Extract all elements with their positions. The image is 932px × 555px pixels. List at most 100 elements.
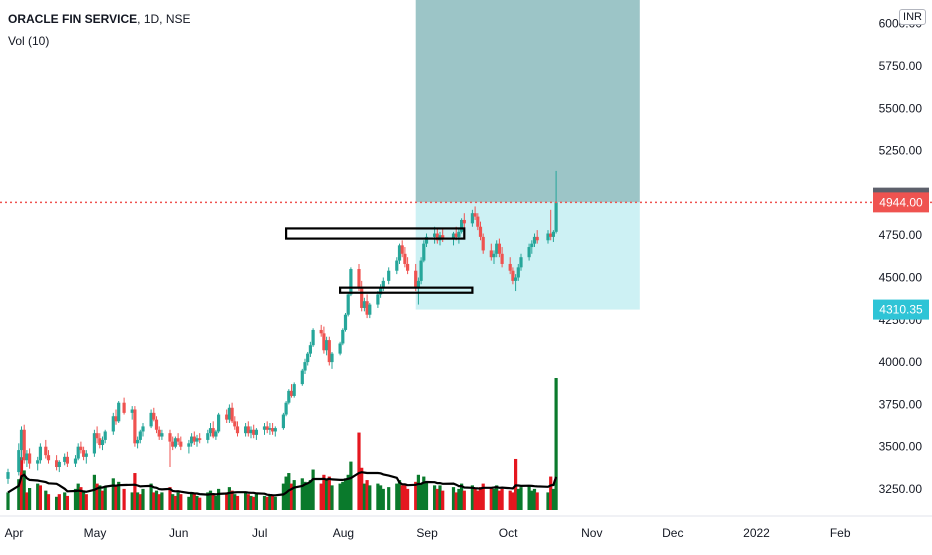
y-tick-label: 3500.00 [879, 440, 923, 454]
candle-body [103, 431, 107, 440]
volume-bar [63, 492, 67, 510]
candle-body [114, 416, 118, 422]
candle-body [44, 446, 48, 456]
volume-bar [111, 478, 115, 510]
candle-body [495, 243, 499, 254]
volume-bar [532, 488, 537, 510]
candle-body [244, 426, 248, 434]
candle-body [284, 402, 288, 415]
candle-body [492, 253, 496, 258]
candle-body [325, 340, 329, 351]
candle-body [211, 428, 215, 437]
candle-body [36, 460, 40, 464]
candle-body [306, 353, 310, 363]
candle-body [252, 429, 256, 435]
candle-body [160, 433, 164, 437]
candle-body [230, 407, 234, 422]
volume-bar [303, 481, 307, 510]
candle-body [400, 245, 404, 254]
candle-body [117, 402, 121, 422]
volume-bar [138, 494, 142, 510]
symbol-name: ORACLE FIN SERVICE [8, 12, 138, 26]
candle-body [235, 426, 240, 434]
volume-bar [28, 488, 32, 510]
volume-bar [95, 483, 99, 510]
volume-bar [244, 492, 248, 510]
candle-body [246, 426, 250, 434]
volume-bar [154, 490, 159, 510]
volume-bar [44, 490, 48, 510]
volume-bar [530, 490, 534, 510]
volume-bar [527, 485, 531, 510]
candle-body [254, 429, 258, 435]
volume-bar [470, 485, 474, 510]
candle-body [406, 263, 410, 271]
candle-body [519, 257, 523, 268]
candle-body [416, 280, 420, 288]
volume-bar [117, 481, 121, 510]
candle-body [63, 456, 67, 462]
drawn-rectangle-2[interactable] [339, 286, 474, 294]
candle-body [198, 438, 202, 440]
volume-bar [435, 488, 439, 510]
volume-bar [19, 457, 24, 510]
volume-bar [349, 461, 353, 510]
candle-body [225, 414, 229, 420]
candle-body [73, 458, 78, 464]
volume-bar [554, 378, 558, 510]
volume-bar [489, 487, 493, 510]
candle-body [516, 267, 520, 278]
candle-body [206, 433, 210, 440]
volume-bar [79, 487, 83, 510]
volume-bar [249, 495, 253, 510]
volume-bar [171, 494, 175, 510]
volume-bar [311, 469, 315, 510]
candle-body [419, 260, 423, 281]
volume-bar [179, 494, 183, 510]
drawn-rectangle-1[interactable] [285, 227, 466, 240]
volume-bar [481, 483, 485, 510]
target-zone[interactable] [415, 0, 640, 203]
candle-body [554, 202, 558, 232]
volume-bar [190, 492, 194, 510]
volume-bar [519, 487, 523, 510]
candle-body [76, 446, 80, 459]
candle-body [6, 472, 10, 479]
volume-bar [551, 488, 555, 510]
volume-bar [492, 488, 496, 510]
candle-body [149, 412, 153, 427]
candle-body [249, 429, 253, 434]
candle-body [451, 233, 456, 239]
candle-body [422, 243, 426, 261]
volume-bar [22, 470, 26, 510]
volume-bar [433, 485, 437, 510]
volume-bar [416, 474, 420, 510]
volume-bar [168, 487, 172, 510]
candle-body [527, 247, 531, 258]
candle-body [357, 269, 361, 288]
candle-body [327, 340, 331, 363]
y-tick-label: 5250.00 [879, 144, 923, 158]
volume-bar [508, 490, 512, 510]
volume-bar [265, 496, 269, 510]
volume-bar [497, 490, 501, 510]
candle-body [265, 426, 269, 430]
candle-body [549, 233, 553, 237]
candle-body [289, 390, 294, 396]
y-tick-label: 3250.00 [879, 482, 923, 496]
candle-body [133, 409, 137, 444]
volume-bar [341, 481, 345, 510]
currency-button[interactable]: INR [899, 9, 926, 25]
volume-bar [103, 487, 107, 510]
candle-body [19, 429, 24, 451]
volume-bar [55, 496, 59, 510]
x-tick-label: 2022 [743, 526, 770, 540]
volume-bar [500, 488, 504, 510]
volume-indicator-label[interactable]: Vol (10) [8, 34, 50, 48]
volume-bar [176, 492, 180, 510]
volume-bar [460, 483, 464, 510]
x-tick-label: Sep [416, 526, 438, 540]
candle-body [330, 353, 334, 363]
